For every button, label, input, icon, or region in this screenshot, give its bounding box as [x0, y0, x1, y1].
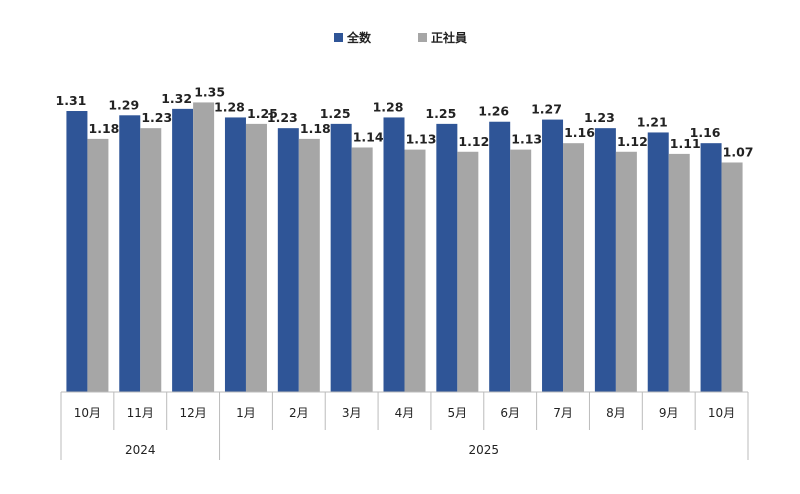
data-label-0-2: 1.32 [161, 91, 192, 106]
bar-0-8 [489, 121, 511, 392]
bar-0-0 [66, 111, 88, 392]
x-tick-label: 4月 [395, 406, 415, 420]
x-tick-label: 10月 [74, 406, 101, 420]
legend-label-1: 正社員 [431, 30, 467, 45]
data-label-1-5: 1.14 [353, 129, 384, 144]
x-tick-label: 2月 [289, 406, 309, 420]
data-label-0-1: 1.29 [108, 97, 139, 112]
bar-0-9 [542, 119, 564, 393]
x-tick-label: 1月 [236, 406, 256, 420]
legend-swatch-1 [418, 33, 427, 42]
bar-1-1 [140, 128, 162, 393]
legend-swatch-0 [334, 33, 343, 42]
bar-1-6 [404, 149, 426, 392]
bar-1-12 [721, 162, 743, 392]
data-label-1-10: 1.12 [617, 134, 648, 149]
data-label-1-7: 1.12 [458, 134, 489, 149]
bar-0-1 [119, 115, 141, 393]
data-label-0-6: 1.28 [373, 99, 404, 114]
data-label-0-4: 1.23 [267, 110, 298, 125]
data-label-1-12: 1.07 [723, 144, 754, 159]
x-tick-label: 10月 [708, 406, 735, 420]
bar-0-6 [383, 117, 405, 392]
legend-label-0: 全数 [346, 30, 372, 45]
x-tick-label: 11月 [127, 406, 154, 420]
x-tick-label: 12月 [179, 406, 206, 420]
year-label: 2024 [125, 443, 156, 457]
data-label-0-12: 1.16 [690, 125, 721, 140]
bar-0-2 [172, 108, 194, 393]
data-label-1-4: 1.18 [300, 121, 331, 136]
year-label: 2025 [468, 443, 499, 457]
bar-1-0 [87, 138, 109, 392]
data-label-1-3: 1.25 [247, 106, 278, 121]
x-tick-label: 3月 [342, 406, 362, 420]
x-tick-label: 7月 [553, 406, 573, 420]
data-label-0-10: 1.23 [584, 110, 615, 125]
bar-0-5 [330, 123, 352, 392]
bar-1-10 [615, 151, 637, 392]
data-label-0-8: 1.26 [478, 104, 509, 119]
bar-1-2 [193, 102, 215, 393]
bar-1-4 [298, 138, 320, 392]
bar-0-7 [436, 123, 458, 392]
data-label-0-3: 1.28 [214, 99, 245, 114]
data-label-1-1: 1.23 [141, 110, 172, 125]
bar-1-5 [351, 147, 373, 392]
bar-1-3 [245, 123, 267, 392]
x-tick-label: 8月 [606, 406, 626, 420]
data-label-1-9: 1.16 [564, 125, 595, 140]
bar-0-12 [700, 143, 722, 392]
data-label-0-9: 1.27 [531, 102, 562, 117]
bar-0-4 [277, 128, 299, 393]
bar-0-10 [594, 128, 616, 393]
data-label-1-6: 1.13 [406, 132, 437, 147]
bar-1-7 [457, 151, 479, 392]
bar-1-11 [668, 153, 690, 392]
data-label-1-8: 1.13 [511, 132, 542, 147]
x-tick-label: 6月 [500, 406, 520, 420]
data-label-1-11: 1.11 [670, 136, 701, 151]
data-label-0-5: 1.25 [320, 106, 351, 121]
data-label-0-11: 1.21 [637, 114, 668, 129]
data-label-1-0: 1.18 [89, 121, 120, 136]
data-label-0-0: 1.31 [56, 93, 87, 108]
bar-1-9 [563, 143, 585, 392]
x-tick-label: 5月 [448, 406, 468, 420]
x-tick-label: 9月 [659, 406, 679, 420]
data-label-0-7: 1.25 [425, 106, 456, 121]
bar-0-3 [224, 117, 246, 392]
data-label-1-2: 1.35 [194, 84, 225, 99]
bar-1-8 [510, 149, 532, 392]
bar-0-11 [647, 132, 669, 392]
